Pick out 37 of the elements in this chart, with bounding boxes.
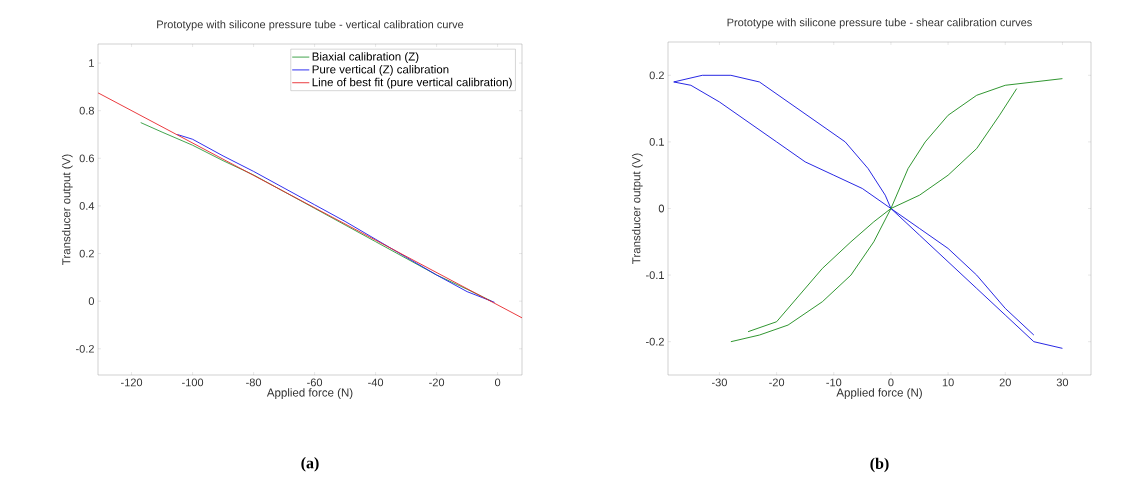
y-axis-title: Transducer output (V) [631,153,643,264]
text: (b) [870,457,889,473]
x-tick-label: 10 [942,378,954,387]
text: (a) [301,457,319,472]
x-tick-label: -20 [429,378,445,387]
x-tick-label: -80 [246,378,262,387]
y-tick-label: 0.2 [79,249,94,258]
y-tick-label: 1 [89,59,94,67]
y-axis-title: Transducer output (V) [61,154,73,265]
chart-title: Prototype with silicone pressure tube - shear calibration curves [727,18,1032,29]
y-tick-label: -0.1 [646,271,664,279]
x-tick-label: 20 [999,378,1011,387]
x-tick-label: -20 [769,378,785,387]
y-tick-label: 0.6 [79,154,94,163]
x-tick-label: -40 [368,378,384,387]
y-tick-label: 0.1 [649,138,664,146]
x-axis-title: Applied force (N) [266,388,353,399]
x-tick-label: -30 [711,378,727,387]
x-tick-label: -60 [307,378,323,387]
y-tick-label: 0.2 [649,71,664,80]
legend-label: Pure vertical (Z) calibration [312,65,449,76]
x-tick-label: 30 [1056,378,1069,387]
x-axis-title: Applied force (N) [836,388,922,399]
y-tick-label: 0.4 [79,202,95,210]
x-tick-label: -100 [182,378,204,387]
x-tick-label: 0 [888,378,894,387]
chart-title: Prototype with silicone pressure tube - vertical calibration curve [157,20,464,31]
x-tick-label: 0 [494,378,501,387]
x-tick-label: -10 [826,378,842,387]
x-tick-label: -120 [121,378,143,387]
y-tick-label: 0.8 [79,106,94,115]
y-tick-label: -0.2 [76,344,94,353]
y-tick-label: -0.2 [646,337,664,346]
legend-label: Biaxial calibration (Z) [312,52,419,63]
legend-label: Line of best fit (pure vertical calibration) [312,77,512,89]
y-tick-label: 0 [88,297,95,306]
y-tick-label: 0 [658,204,665,213]
